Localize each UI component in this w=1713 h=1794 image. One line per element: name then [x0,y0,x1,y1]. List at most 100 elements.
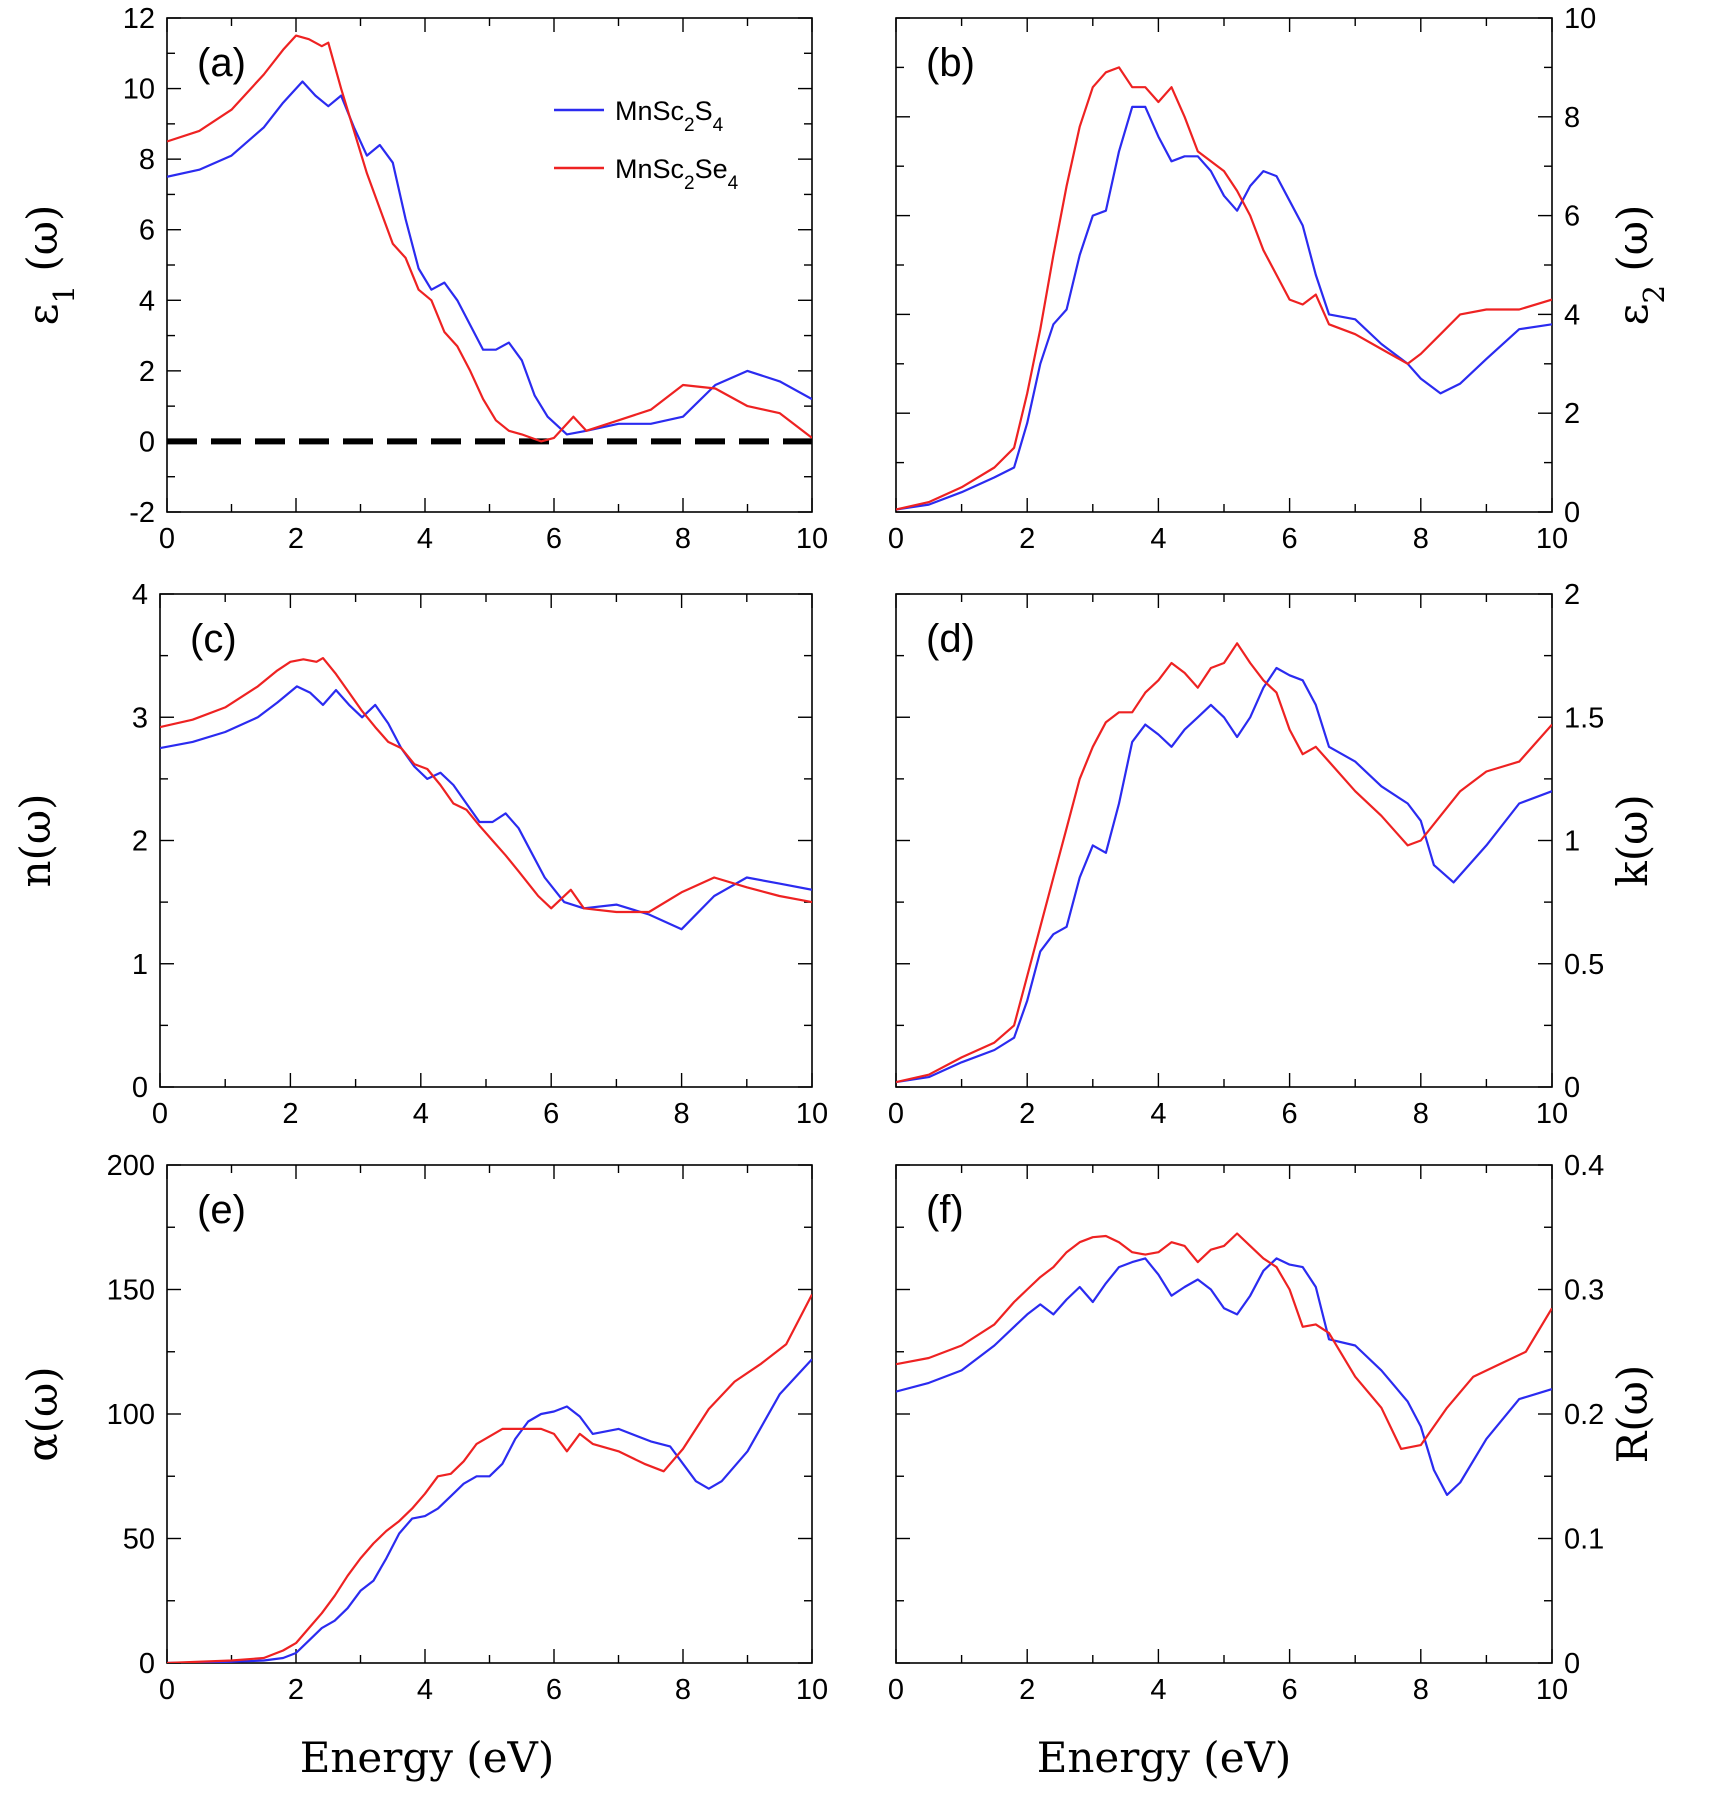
x-tick-label-c: 6 [543,1098,559,1130]
plot-frame-b [895,17,1553,513]
x-tick-label-a: 2 [288,523,304,555]
y-axis-label-e: α(ω) [18,1366,67,1461]
panel-c: 0 2 4 6 8 10 0 1 2 3 4 n(ω) (c) [11,579,828,1130]
x-tick-label-b: 8 [1413,523,1429,555]
x-tick-label-a: 10 [796,523,828,555]
plot-frame-d [895,593,1553,1088]
x-tick-label-a: 4 [417,523,433,555]
y-tick-label-a: 2 [139,356,155,388]
y-tick-label-b: 4 [1564,299,1580,331]
y-tick-label-b: 0 [1564,497,1580,529]
plot-frame-e [166,1164,813,1664]
legend-label-0: MnSc2S4 [615,96,724,136]
y-tick-label-e: 50 [123,1524,155,1556]
x-tick-label-c: 10 [796,1098,828,1130]
x-tick-label-e: 2 [288,1674,304,1706]
y-axis-label-a: ε1 (ω) [18,205,81,326]
y-tick-label-a: 4 [139,285,155,317]
y-tick-label-b: 8 [1564,102,1580,134]
y-tick-label-a: 8 [139,144,155,176]
x-tick-label-d: 8 [1413,1098,1429,1130]
y-tick-label-c: 1 [132,949,148,981]
y-tick-label-a: 6 [139,215,155,247]
y-tick-label-a: -2 [129,497,155,529]
y-tick-label-a: 10 [123,74,155,106]
x-tick-label-b: 10 [1536,523,1568,555]
x-tick-label-a: 0 [159,523,175,555]
y-axis-label-d: k(ω) [1608,794,1657,886]
y-tick-label-d: 1.5 [1564,702,1604,734]
series-line-e-mnsc2s4 [167,1358,812,1663]
x-tick-label-e: 6 [546,1674,562,1706]
y-tick-label-f: 0 [1564,1648,1580,1680]
series-line-d-mnsc2s4 [896,666,1552,1084]
panel-label-b: (b) [926,41,975,85]
panel-label-d: (d) [926,617,975,661]
y-tick-label-e: 200 [107,1150,155,1182]
panel-label-e: (e) [197,1188,246,1232]
x-tick-label-f: 6 [1282,1674,1298,1706]
x-tick-label-f: 8 [1413,1674,1429,1706]
x-tick-label-b: 2 [1019,523,1035,555]
y-tick-label-c: 3 [132,702,148,734]
y-tick-label-b: 2 [1564,398,1580,430]
legend-label-1: MnSc2Se4 [615,154,739,194]
x-tick-label-b: 0 [888,523,904,555]
x-tick-label-b: 6 [1282,523,1298,555]
x-tick-label-b: 4 [1150,523,1166,555]
plot-frame-a [166,17,813,513]
y-tick-label-d: 0 [1564,1072,1580,1104]
y-tick-label-b: 6 [1564,201,1580,233]
series-line-a-mnsc2s4 [167,80,812,436]
x-tick-label-d: 6 [1282,1098,1298,1130]
series-line-e-mnsc2se4 [167,1293,812,1663]
series-line-f-mnsc2se4 [896,1232,1552,1450]
y-axis-label-b: ε2 (ω) [1608,205,1671,326]
y-tick-label-a: 0 [139,426,155,458]
y-tick-label-f: 0.1 [1564,1524,1604,1556]
series-line-a-mnsc2se4 [167,34,812,443]
series-line-f-mnsc2s4 [896,1257,1552,1496]
plot-frame-f [895,1164,1553,1664]
x-tick-label-e: 10 [796,1674,828,1706]
x-tick-label-c: 0 [152,1098,168,1130]
y-tick-label-a: 12 [123,3,155,35]
y-tick-label-b: 10 [1564,3,1596,35]
y-tick-label-e: 0 [139,1648,155,1680]
x-tick-label-c: 8 [674,1098,690,1130]
y-tick-label-e: 100 [107,1399,155,1431]
series-line-c-mnsc2s4 [160,685,812,931]
x-tick-label-d: 2 [1019,1098,1035,1130]
y-tick-label-d: 2 [1564,579,1580,611]
x-tick-label-f: 0 [888,1674,904,1706]
x-tick-label-f: 2 [1019,1674,1035,1706]
x-tick-label-a: 8 [675,523,691,555]
y-tick-label-c: 4 [132,579,148,611]
panel-label-c: (c) [190,617,237,661]
x-tick-label-f: 10 [1536,1674,1568,1706]
y-tick-label-c: 2 [132,826,148,858]
y-tick-label-f: 0.2 [1564,1399,1604,1431]
series-line-c-mnsc2se4 [160,657,812,914]
panel-label-f: (f) [926,1188,964,1232]
x-tick-label-e: 8 [675,1674,691,1706]
x-tick-label-e: 4 [417,1674,433,1706]
x-tick-label-e: 0 [159,1674,175,1706]
series-line-b-mnsc2s4 [896,105,1552,511]
x-tick-label-c: 4 [413,1098,429,1130]
x-axis-label-left: Energy (eV) [300,1733,555,1782]
y-tick-label-d: 0.5 [1564,949,1604,981]
y-tick-label-f: 0.4 [1564,1150,1604,1182]
series-line-d-mnsc2se4 [896,642,1552,1084]
x-tick-label-d: 0 [888,1098,904,1130]
series-line-b-mnsc2se4 [896,66,1552,511]
y-tick-label-c: 0 [132,1072,148,1104]
x-tick-label-d: 4 [1150,1098,1166,1130]
x-axis-label-right: Energy (eV) [1037,1733,1292,1782]
